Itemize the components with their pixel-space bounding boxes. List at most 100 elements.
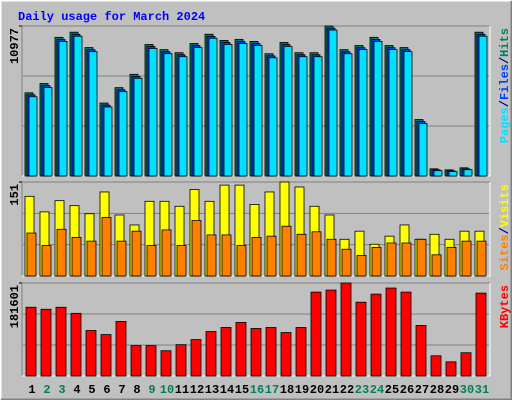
bar [388,49,398,177]
bar [145,345,157,377]
legend: Pages/Files/Hits [498,28,512,143]
bar [131,230,142,277]
bar [40,308,52,377]
x-tick-label: 11 [175,383,189,397]
bar [401,242,412,277]
x-tick-label: 13 [205,383,219,397]
legend-entry: Sites [498,234,512,270]
y-max-label: 181601 [8,285,22,328]
x-tick-label: 27 [415,383,429,397]
x-tick-label: 16 [250,383,264,397]
bar [296,233,307,277]
bar [325,289,337,377]
bar [341,248,352,277]
bar [133,77,143,177]
bar [206,234,217,277]
legend-separator: / [498,227,512,234]
x-tick-label: 22 [340,383,354,397]
x-tick-label: 18 [280,383,294,397]
bar [343,53,353,177]
bar [268,57,278,177]
x-tick-label: 4 [73,383,80,397]
bar [298,56,308,177]
bar [115,321,127,377]
legend-entry: Files [498,64,512,100]
bar [205,331,217,377]
bar [355,301,367,377]
bar [370,293,382,377]
x-tick-label: 1 [28,383,35,397]
x-tick-label: 8 [133,383,140,397]
bar [193,47,203,177]
bar [385,287,397,377]
bar [58,41,68,177]
y-max-label: 10977 [8,28,22,64]
bar [313,56,323,177]
bar [160,350,172,377]
legend-entry: Pages [498,107,512,143]
bar [130,345,142,377]
bar [340,282,352,377]
bar [250,328,262,377]
legend: KBytes [498,285,512,328]
bar [461,240,472,277]
bar [191,220,202,277]
bar [478,35,488,177]
bar [73,35,83,177]
bar [236,245,247,277]
bar [463,169,473,177]
x-tick-label: 25 [385,383,399,397]
x-tick-label: 19 [295,383,309,397]
bar [433,170,443,177]
legend: Sites/Visits [498,184,512,270]
x-tick-label: 24 [370,383,384,397]
x-tick-label: 10 [160,383,174,397]
bar [220,327,232,377]
legend-entry: KBytes [498,285,512,328]
bar [235,322,247,377]
bar [56,228,67,277]
bar [146,245,157,277]
x-tick-label: 23 [355,383,369,397]
bar [223,44,233,177]
bar [328,29,338,177]
bar [116,240,127,277]
bar [28,96,38,177]
bar [70,312,82,377]
x-tick-label: 15 [235,383,249,397]
bar [358,49,368,177]
bar [238,43,248,177]
x-tick-label: 28 [430,383,444,397]
legend-entry: Hits [498,28,512,57]
x-tick-label: 14 [220,383,234,397]
bar [101,217,112,277]
bar [190,339,202,377]
bar [148,48,158,177]
x-tick-label: 20 [310,383,324,397]
bar [43,87,53,177]
bar [445,361,457,377]
bar [176,245,187,277]
bar [460,352,472,377]
bar [326,238,337,277]
legend-separator: / [498,100,512,107]
legend-separator: / [498,57,512,64]
x-tick-label: 7 [118,383,125,397]
bar [400,291,412,377]
bar [415,325,427,377]
bar [283,46,293,177]
bar [85,330,97,377]
bar [280,332,292,377]
bar [25,306,37,377]
bar [403,51,413,177]
bar [476,240,487,277]
bar [356,255,367,277]
bar [371,246,382,277]
bar [386,242,397,277]
bar [373,41,383,177]
x-tick-label: 5 [88,383,95,397]
bar [103,106,113,177]
bar [251,237,262,277]
